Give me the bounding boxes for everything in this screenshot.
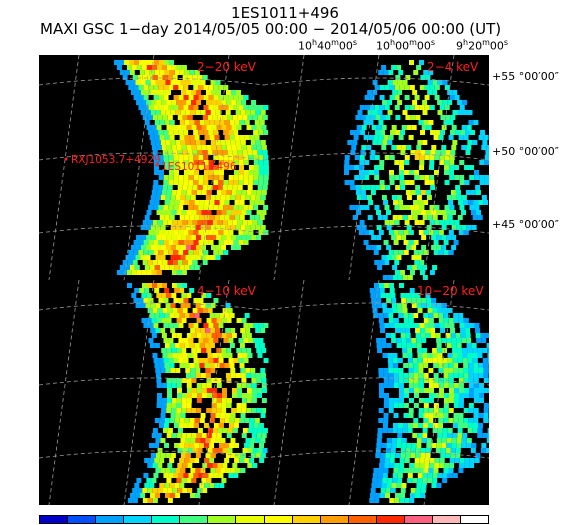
colorbar-segment (432, 516, 461, 523)
panel-label-2-20kev: 2−20 keV (197, 60, 257, 74)
source-markers: RXJ1053.7+4929 1ES1011+496 (64, 154, 237, 173)
colorbar-segment (460, 516, 488, 523)
panel-label-2-4kev: 2−4 keV (427, 60, 479, 74)
source-label-1es1011: 1ES1011+496 (161, 161, 237, 173)
colorbar-segment (292, 516, 321, 523)
colorbar-segment (96, 516, 125, 523)
coordinate-grid (38, 54, 490, 506)
plot-title: 1ES1011+496 (231, 4, 339, 22)
sky-map-area: RXJ1053.7+4929 1ES1011+496 2−20 keV 2−4 … (38, 54, 494, 506)
sky-map: RXJ1053.7+4929 1ES1011+496 2−20 keV 2−4 … (38, 54, 494, 506)
colorbar-segment (348, 516, 377, 523)
intensity-map (114, 60, 494, 503)
colorbar-segment (180, 516, 209, 523)
panel-label-10-20kev: 10−20 keV (417, 284, 484, 298)
source-marker-1es1011 (155, 163, 159, 167)
colorbar-segment (236, 516, 265, 523)
colorbar-segment (320, 516, 349, 523)
colorbar-segment (208, 516, 237, 523)
colorbar-segment (404, 516, 433, 523)
panel-label-4-10kev: 4−10 keV (197, 284, 257, 298)
source-marker-rxj1053 (64, 157, 68, 161)
colorbar-segment (40, 516, 69, 523)
colorbar (39, 515, 489, 524)
ra-label-3: 9h20m00s (456, 38, 509, 53)
dec-label-3: +45 °00′00″ (492, 218, 559, 231)
ra-label-1: 10h40m00s (298, 38, 358, 53)
plot-subtitle: MAXI GSC 1−day 2014/05/05 00:00 − 2014/0… (40, 20, 502, 38)
colorbar-segment (68, 516, 97, 523)
colorbar-segment (152, 516, 181, 523)
source-label-rxj1053: RXJ1053.7+4929 (71, 154, 161, 166)
colorbar-segment (264, 516, 293, 523)
colorbar-segment (376, 516, 405, 523)
dec-label-1: +55 °00′00″ (492, 70, 559, 83)
colorbar-segment (124, 516, 153, 523)
dec-label-2: +50 °00′00″ (492, 145, 559, 158)
ra-label-2: 10h00m00s (376, 38, 436, 53)
